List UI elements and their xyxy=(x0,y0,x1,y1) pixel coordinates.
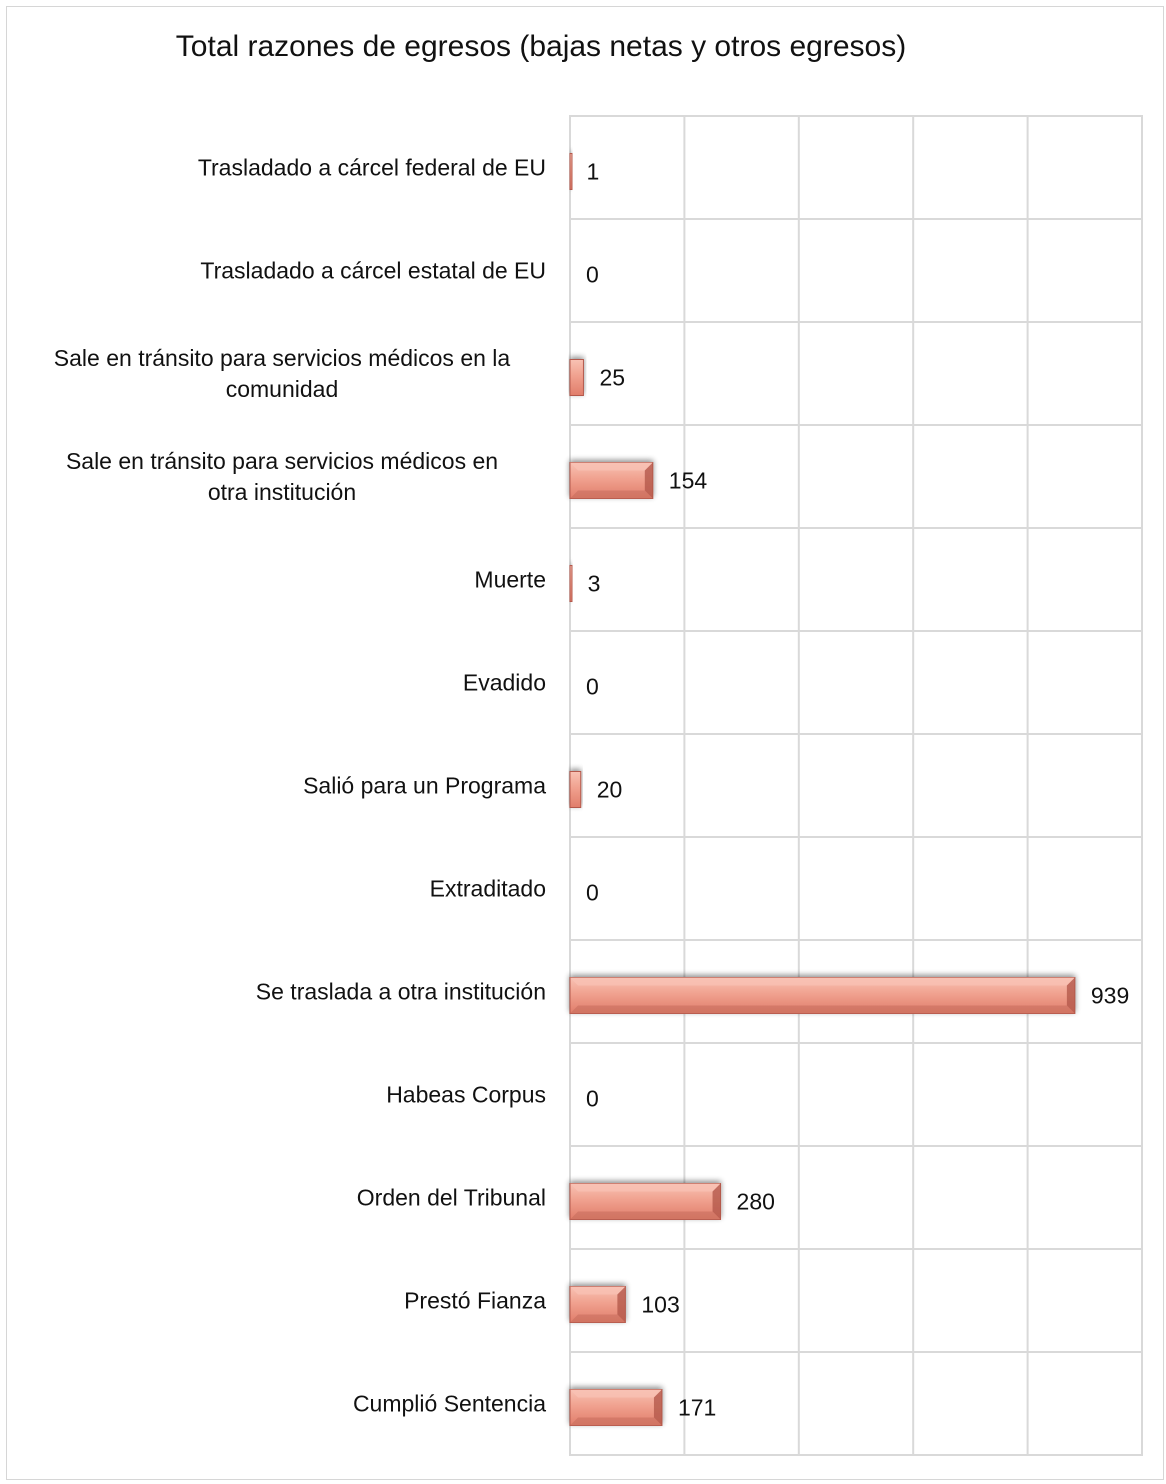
data-label: 25 xyxy=(599,365,625,391)
category-label: Muerte xyxy=(474,567,546,593)
category-label: Evadido xyxy=(463,670,546,696)
data-label: 0 xyxy=(586,1086,599,1112)
category-label: Habeas Corpus xyxy=(386,1082,546,1108)
chart-title: Total razones de egresos (bajas netas y … xyxy=(175,30,907,63)
bar-body xyxy=(569,771,582,808)
bar-bevel-bottom xyxy=(570,1417,662,1426)
bar xyxy=(569,462,654,499)
data-label: 0 xyxy=(586,880,599,906)
category-label-line: Evadido xyxy=(463,670,546,696)
category-label: Sale en tránsito para servicios médicos … xyxy=(66,448,498,505)
bar-bevel-right xyxy=(1066,977,1075,1014)
data-label: 1 xyxy=(587,159,600,185)
chart-frame xyxy=(6,6,1164,1480)
bar xyxy=(569,771,582,808)
category-label-line: Extraditado xyxy=(430,876,546,902)
data-label: 0 xyxy=(586,674,599,700)
grid-layer xyxy=(569,115,1143,1456)
category-label: Sale en tránsito para servicios médicos … xyxy=(54,345,511,402)
data-label: 154 xyxy=(669,468,708,494)
bar-bevel-bottom xyxy=(570,490,653,499)
bar-bevel-right xyxy=(653,1389,662,1426)
category-label-line: Habeas Corpus xyxy=(386,1082,546,1108)
category-label-line: Salió para un Programa xyxy=(303,773,546,799)
bar-bevel-bottom xyxy=(570,1005,1075,1014)
category-label-line: Sale en tránsito para servicios médicos … xyxy=(66,448,498,474)
data-label: 0 xyxy=(586,262,599,288)
category-label: Trasladado a cárcel federal de EU xyxy=(198,155,546,181)
category-label: Se traslada a otra institución xyxy=(256,979,546,1005)
bar xyxy=(569,1389,663,1426)
bar-bevel-top xyxy=(570,1286,626,1295)
category-label-line: Sale en tránsito para servicios médicos … xyxy=(54,345,511,371)
bar-bevel-right xyxy=(617,1286,626,1323)
data-label: 939 xyxy=(1091,983,1129,1009)
data-label: 280 xyxy=(737,1189,775,1215)
category-label-line: Prestó Fianza xyxy=(404,1288,546,1314)
category-label-line: Orden del Tribunal xyxy=(357,1185,546,1211)
category-label-line: Cumplió Sentencia xyxy=(353,1391,546,1417)
category-label: Cumplió Sentencia xyxy=(353,1391,546,1417)
category-label-line: Trasladado a cárcel estatal de EU xyxy=(200,258,546,284)
bar-layer xyxy=(569,153,1076,1426)
label-layer: Trasladado a cárcel federal de EU 1 Trasla… xyxy=(54,155,1129,1421)
category-label-line: Se traslada a otra institución xyxy=(256,979,546,1005)
data-label: 103 xyxy=(641,1292,679,1318)
bar xyxy=(569,1183,722,1220)
bar xyxy=(569,359,584,396)
bar-bevel-right xyxy=(712,1183,721,1220)
bar-body xyxy=(569,153,573,190)
category-label-line: otra institución xyxy=(208,479,356,505)
category-label: Salió para un Programa xyxy=(303,773,546,799)
plot-area-border xyxy=(569,115,1143,1456)
bar-body xyxy=(569,565,573,602)
bar-body xyxy=(569,359,584,396)
category-label: Prestó Fianza xyxy=(404,1288,546,1314)
bar-bevel-top xyxy=(570,1183,721,1192)
category-label-line: Muerte xyxy=(474,567,546,593)
bar-bevel-top xyxy=(570,1389,662,1398)
bar xyxy=(569,1286,626,1323)
category-label-line: comunidad xyxy=(226,376,339,402)
category-label-line: Trasladado a cárcel federal de EU xyxy=(198,155,546,181)
bar-bevel-bottom xyxy=(570,1211,721,1220)
data-label: 171 xyxy=(678,1395,716,1421)
category-label: Trasladado a cárcel estatal de EU xyxy=(200,258,546,284)
bar-bevel-top xyxy=(570,977,1075,986)
category-label: Orden del Tribunal xyxy=(357,1185,546,1211)
data-label: 3 xyxy=(588,571,601,597)
bar-bevel-top xyxy=(570,462,653,471)
category-label: Extraditado xyxy=(430,876,546,902)
bar-bevel-bottom xyxy=(570,1314,626,1323)
bar xyxy=(569,153,573,190)
data-label: 20 xyxy=(597,777,623,803)
bar xyxy=(569,977,1076,1014)
bar xyxy=(569,565,573,602)
bar-bevel-right xyxy=(644,462,653,499)
